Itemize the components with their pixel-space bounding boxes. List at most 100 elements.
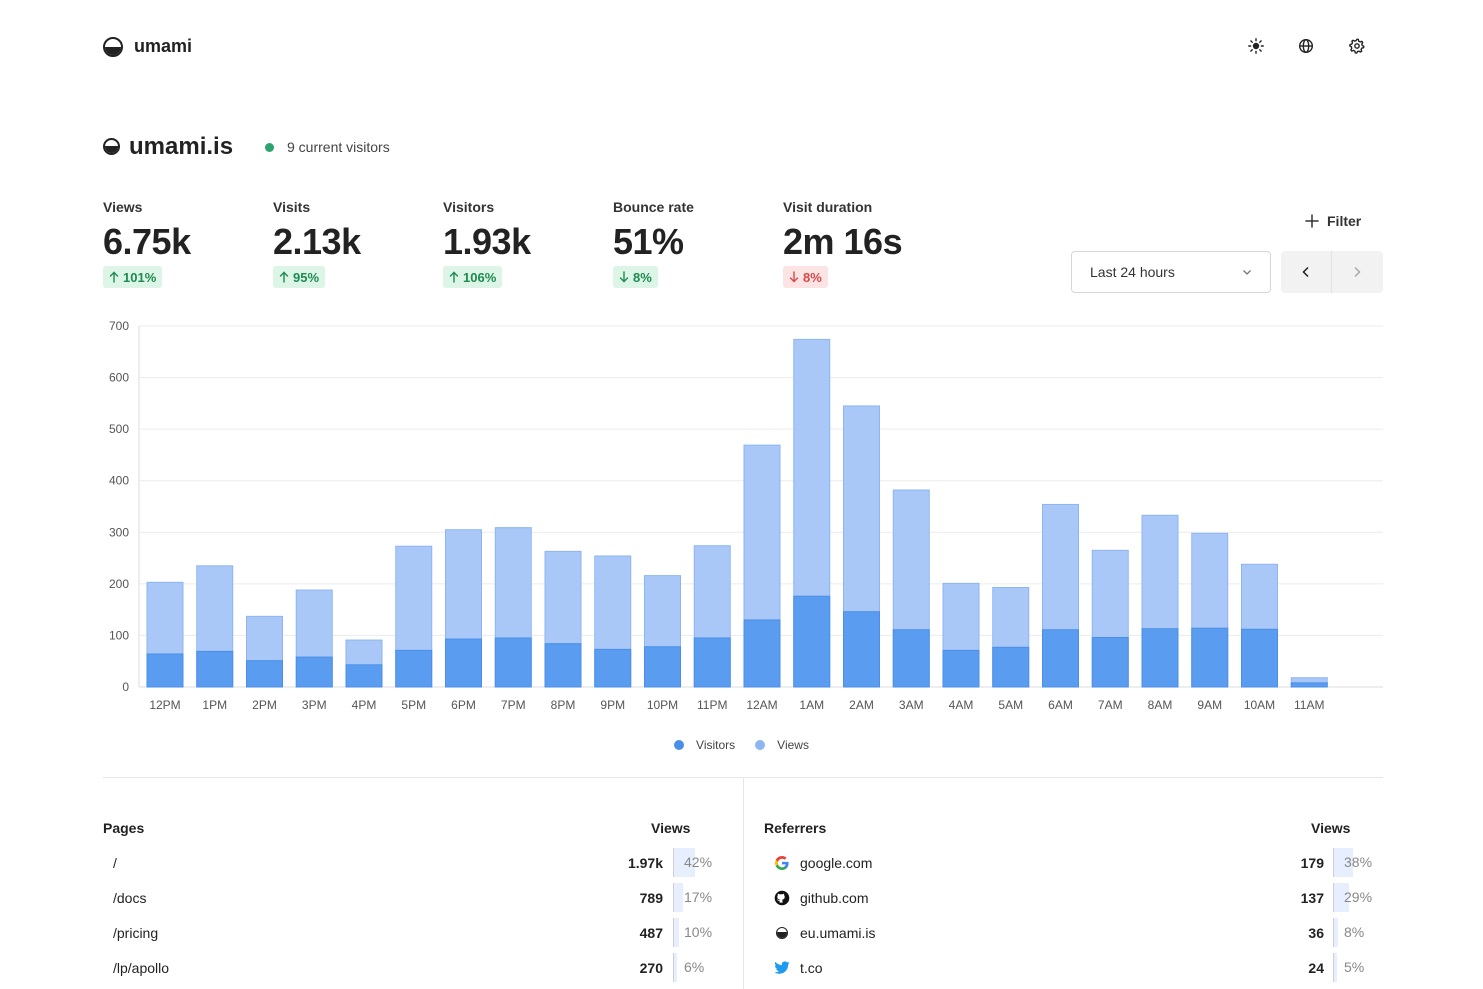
metric-change-value: 101%	[123, 269, 157, 285]
row-name-text: github.com	[800, 889, 869, 906]
y-tick-label: 300	[109, 525, 129, 539]
bar-visitors-8pm[interactable]	[544, 643, 582, 688]
legend-item-visitors[interactable]: Visitors	[674, 738, 735, 752]
referrers-row[interactable]: t.co 24 5%	[764, 950, 1383, 985]
chart-legend: Visitors Views	[0, 738, 1483, 752]
bar-visitors-9am[interactable]	[1191, 627, 1229, 688]
bar-visitors-8am[interactable]	[1141, 628, 1179, 688]
next-period-button[interactable]	[1332, 251, 1382, 293]
row-name[interactable]: /lp/apollo	[113, 960, 169, 976]
x-tick-label: 11PM	[697, 698, 727, 712]
metric-value: 2.13k	[273, 221, 361, 262]
x-tick-label: 6AM	[1048, 698, 1073, 712]
percentage-bar	[674, 883, 683, 912]
bar-visitors-12pm[interactable]	[146, 653, 184, 688]
nav-separator	[1331, 251, 1332, 293]
date-navigation	[1281, 251, 1383, 293]
bar-visitors-3am[interactable]	[892, 629, 930, 688]
language-button[interactable]	[1295, 35, 1317, 57]
row-percentage: 38%	[1333, 848, 1394, 877]
pages-row[interactable]: / 1.97k 42%	[103, 845, 723, 880]
date-range-select[interactable]: Last 24 hours	[1071, 251, 1271, 293]
row-value: 36	[1308, 924, 1324, 941]
settings-button[interactable]	[1346, 35, 1368, 57]
bar-visitors-10am[interactable]	[1241, 628, 1278, 688]
percentage-bar	[674, 918, 679, 947]
umami-logo-icon	[103, 37, 123, 57]
bar-visitors-3pm[interactable]	[295, 656, 333, 688]
bar-visitors-4pm[interactable]	[345, 664, 383, 688]
website-name: umami.is	[129, 133, 234, 160]
row-percentage: 8%	[1333, 918, 1394, 947]
percentage-bar	[674, 848, 695, 877]
bar-visitors-1pm[interactable]	[196, 650, 234, 688]
row-name[interactable]: /	[113, 855, 117, 871]
referrers-row[interactable]: google.com 179 38%	[764, 845, 1383, 880]
metric-change-badge: 106%	[443, 266, 503, 288]
bar-visitors-1am[interactable]	[793, 595, 831, 688]
x-tick-label: 4AM	[949, 698, 974, 712]
metric-change-value: 106%	[463, 269, 497, 285]
row-name[interactable]: /pricing	[113, 925, 158, 941]
row-percentage: 5%	[1333, 953, 1394, 982]
pages-row[interactable]: /lp/apollo 270 6%	[103, 950, 723, 985]
row-percentage: 42%	[673, 848, 734, 877]
legend-label: Views	[777, 738, 809, 752]
percentage-text: 38%	[1344, 854, 1373, 870]
percentage-bar	[1334, 848, 1353, 877]
twitter-icon	[774, 960, 790, 974]
row-name-text: /lp/apollo	[113, 959, 170, 976]
legend-swatch	[755, 740, 766, 750]
percentage-bar	[1334, 883, 1349, 912]
pages-metric-header: Views	[651, 820, 691, 836]
legend-item-views[interactable]: Views	[755, 738, 809, 752]
row-value: 24	[1308, 959, 1324, 976]
bar-visitors-2pm[interactable]	[246, 660, 283, 688]
row-name[interactable]: eu.umami.is	[774, 925, 875, 941]
theme-toggle-button[interactable]	[1245, 35, 1267, 57]
pages-row[interactable]: /docs 789 17%	[103, 880, 723, 915]
bar-visitors-6am[interactable]	[1042, 629, 1079, 688]
x-tick-label: 1AM	[799, 698, 824, 712]
referrers-title: Referrers	[764, 820, 827, 836]
x-tick-label: 7PM	[501, 698, 526, 712]
row-name[interactable]: /docs	[113, 890, 146, 906]
row-name-text: /docs	[113, 889, 147, 906]
row-value: 270	[639, 959, 663, 976]
x-tick-label: 8PM	[551, 698, 576, 712]
referrers-row[interactable]: eu.umami.is 36 8%	[764, 915, 1383, 950]
metric-value: 2m 16s	[783, 221, 903, 262]
pages-row[interactable]: /pricing 487 10%	[103, 915, 723, 950]
bar-visitors-10pm[interactable]	[644, 646, 681, 688]
x-tick-label: 2PM	[252, 698, 277, 712]
bar-visitors-12am[interactable]	[743, 619, 781, 688]
bar-visitors-11pm[interactable]	[693, 637, 731, 688]
x-tick-label: 11AM	[1294, 698, 1324, 712]
bar-visitors-5am[interactable]	[992, 646, 1030, 688]
active-visitors[interactable]: 9 current visitors	[265, 139, 390, 155]
bar-visitors-11am[interactable]	[1290, 682, 1328, 688]
bar-visitors-7pm[interactable]	[494, 637, 532, 688]
bar-visitors-7am[interactable]	[1091, 636, 1129, 688]
pageviews-chart: 0 100 200 300 400 500 600 700 12PM 1PM 2PM 3PM 4PM 5P…	[109, 319, 1383, 712]
bar-visitors-6pm[interactable]	[445, 638, 482, 688]
filter-button[interactable]: Filter	[1305, 210, 1361, 232]
metric-visitors: Visitors 1.93k 106%	[443, 199, 603, 288]
row-name-text: eu.umami.is	[800, 924, 876, 941]
row-name[interactable]: github.com	[774, 890, 868, 906]
referrers-row[interactable]: github.com 137 29%	[764, 880, 1383, 915]
bar-visitors-2am[interactable]	[843, 611, 880, 688]
bar-visitors-5pm[interactable]	[395, 649, 433, 688]
y-tick-label: 200	[109, 577, 129, 591]
row-name[interactable]: google.com	[774, 855, 872, 871]
x-tick-label: 4PM	[352, 698, 377, 712]
row-name[interactable]: t.co	[774, 960, 823, 976]
bar-visitors-4am[interactable]	[942, 649, 980, 688]
active-visitors-text: 9 current visitors	[287, 139, 390, 155]
previous-period-button[interactable]	[1281, 251, 1331, 293]
percentage-text: 6%	[684, 959, 705, 975]
bar-visitors-9pm[interactable]	[594, 648, 632, 688]
arrow-down-icon	[619, 271, 629, 283]
gear-icon	[1349, 38, 1365, 54]
metric-change-badge: 101%	[103, 266, 163, 288]
